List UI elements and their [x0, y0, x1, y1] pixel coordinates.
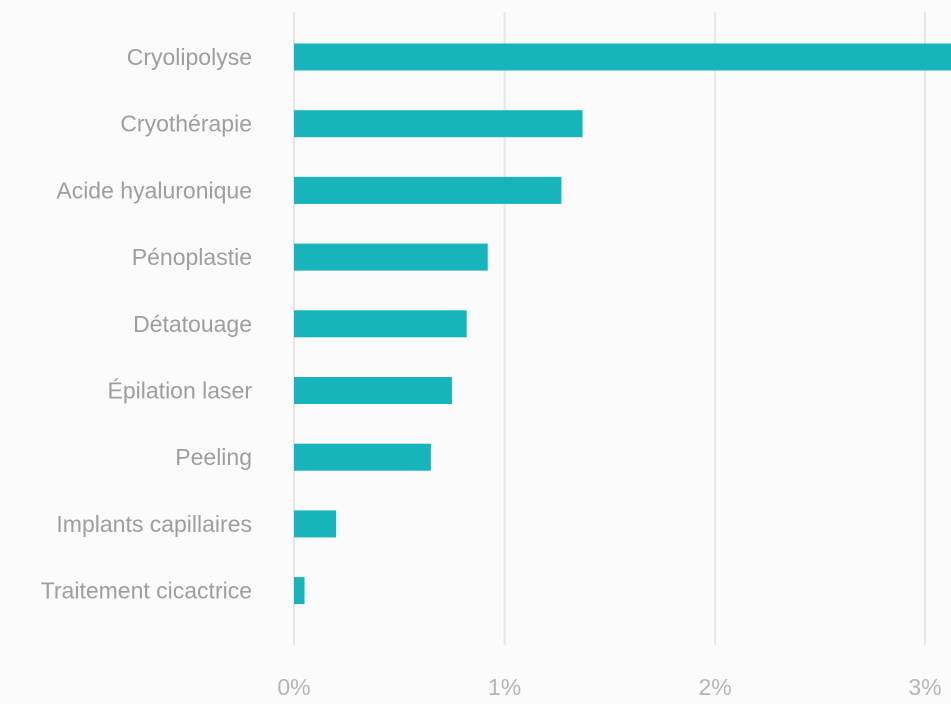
category-label-5: Détatouage [133, 311, 252, 337]
category-label-9: Traitement cicactrice [41, 578, 252, 604]
category-labels: Cryolipolyse Cryothérapie Acide hyaluroniq… [41, 44, 253, 604]
category-label-7: Peeling [175, 444, 252, 470]
category-label-8: Implants capillaires [56, 511, 252, 537]
bar-2 [294, 110, 583, 138]
x-tick-label-1: 1% [488, 674, 521, 699]
x-tick-label-2: 2% [699, 674, 732, 699]
x-tick-label-0: 0% [277, 674, 310, 699]
bar-4 [294, 243, 488, 271]
bar-7 [294, 443, 431, 471]
bars [294, 43, 951, 605]
bar-8 [294, 510, 337, 538]
bar-3 [294, 176, 562, 204]
bar-6 [294, 377, 452, 404]
category-label-6: Épilation laser [108, 378, 253, 404]
bar-1 [294, 43, 951, 71]
category-label-1: Cryolipolyse [127, 44, 252, 70]
x-axis-tick-labels: 0% 1% 2% 3% [277, 674, 941, 700]
category-label-3: Acide hyaluronique [56, 177, 252, 203]
x-tick-label-3: 3% [908, 674, 941, 699]
category-label-4: Pénoplastie [132, 244, 252, 270]
category-label-2: Cryothérapie [120, 111, 252, 137]
bar-9 [294, 577, 305, 605]
bar-5 [294, 310, 467, 338]
